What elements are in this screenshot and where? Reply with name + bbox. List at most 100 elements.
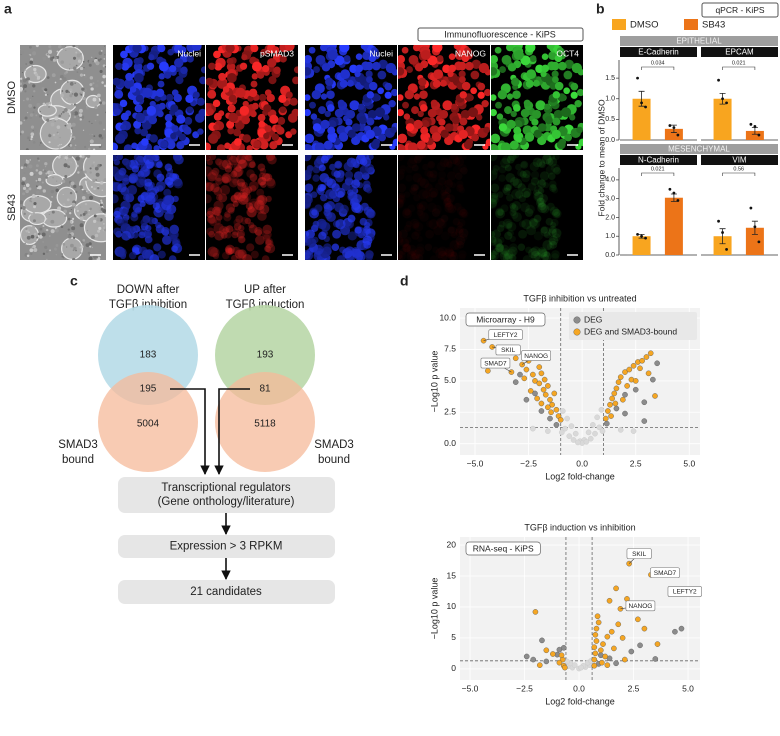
grain <box>23 119 25 122</box>
point <box>611 390 618 397</box>
annotation-box <box>495 344 521 356</box>
cell <box>226 62 236 72</box>
cell <box>413 194 421 202</box>
cell <box>213 112 222 121</box>
x-axis-label: Log2 fold-change <box>545 471 615 481</box>
cell <box>128 172 139 183</box>
point <box>641 418 648 424</box>
cell <box>521 173 530 183</box>
grain <box>25 159 28 161</box>
cell <box>368 81 378 91</box>
cell <box>506 248 517 259</box>
cell <box>432 246 439 254</box>
cell <box>499 244 510 255</box>
grain <box>97 186 99 188</box>
annotation-label: NANOG <box>629 603 653 610</box>
cell <box>506 93 514 100</box>
cell <box>541 251 552 260</box>
cell <box>209 218 217 227</box>
grain <box>59 74 64 79</box>
cell <box>543 182 550 189</box>
cell <box>532 109 542 119</box>
grain <box>92 82 95 85</box>
x-tick-label: −5.0 <box>462 683 479 693</box>
cell <box>398 170 405 181</box>
grain <box>69 135 72 138</box>
cell <box>131 165 139 173</box>
cell <box>398 236 404 243</box>
cell <box>540 204 550 214</box>
cell <box>541 155 552 165</box>
cell <box>133 62 143 72</box>
annotation-label: LEFTY2 <box>494 332 518 339</box>
cell <box>420 50 431 60</box>
grain <box>66 198 70 202</box>
cell <box>437 177 447 186</box>
cell <box>135 105 143 112</box>
fluor-bg <box>398 155 490 260</box>
point <box>553 406 560 413</box>
cell <box>564 133 573 142</box>
cell <box>257 113 266 122</box>
grain <box>25 160 30 164</box>
image <box>398 45 490 150</box>
cell <box>457 184 464 191</box>
cell <box>133 120 142 129</box>
legend-label: DEG and SMAD3-bound <box>584 326 677 336</box>
cell <box>228 94 237 103</box>
point <box>628 648 635 655</box>
point <box>620 396 626 403</box>
grain <box>39 227 43 231</box>
cell <box>543 251 551 258</box>
grain <box>103 84 106 88</box>
cell <box>509 209 517 217</box>
cell <box>470 87 477 95</box>
cell <box>551 253 560 260</box>
cell <box>528 218 538 227</box>
grain <box>35 169 39 172</box>
cell <box>160 140 168 148</box>
grain <box>77 59 82 63</box>
cell <box>267 155 277 165</box>
cell <box>442 197 453 208</box>
point <box>562 664 568 671</box>
point <box>619 635 626 641</box>
cell <box>244 155 252 161</box>
cell <box>444 248 455 259</box>
cell <box>208 214 218 224</box>
grain <box>42 102 46 106</box>
annotation-label: SMAD7 <box>654 570 677 577</box>
cell <box>436 55 444 63</box>
cell <box>424 243 433 251</box>
cell <box>413 119 423 129</box>
legend-label: DMSO <box>630 20 659 31</box>
grain <box>28 103 33 108</box>
cell <box>346 109 356 119</box>
cell <box>551 129 561 140</box>
cell <box>417 177 426 186</box>
cell <box>491 199 498 210</box>
cell <box>258 93 267 102</box>
grain <box>30 125 35 129</box>
cell <box>313 244 324 255</box>
cell <box>370 140 380 150</box>
grain <box>33 232 37 236</box>
cell <box>412 173 423 183</box>
cell <box>259 167 267 175</box>
cell <box>419 178 430 189</box>
grain <box>35 114 38 117</box>
grain <box>28 243 30 245</box>
legend-label: SB43 <box>702 20 725 31</box>
grain <box>35 190 40 195</box>
grain <box>93 135 96 138</box>
cell <box>312 174 320 182</box>
grain <box>86 106 88 108</box>
cell <box>232 246 240 254</box>
cell <box>491 236 497 243</box>
cell <box>233 163 240 171</box>
grain <box>41 181 44 184</box>
cell <box>419 90 428 99</box>
grain <box>79 66 84 71</box>
replicate-dot <box>757 240 761 244</box>
cell <box>401 46 409 54</box>
